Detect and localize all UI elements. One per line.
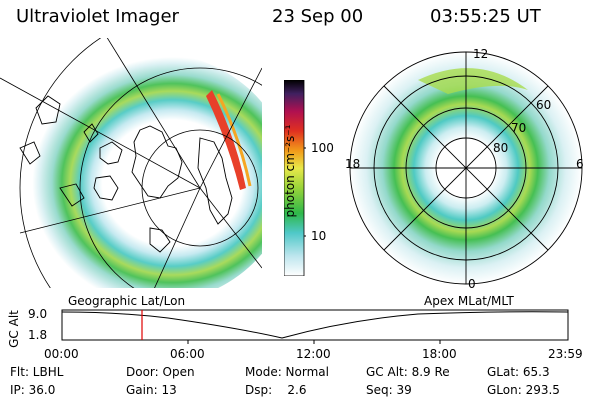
polar-mlat-mlt-plot	[349, 51, 583, 285]
time-label: 03:55:25 UT	[430, 6, 541, 27]
geographic-latlon-label: Geographic Lat/Lon	[68, 294, 186, 308]
dayglow-edge	[206, 90, 246, 190]
colorbar-tick-10: 10	[311, 229, 327, 243]
colorbar-unit-label: photon cm⁻²s⁻¹	[283, 124, 297, 218]
seq-status: Seq: 39	[366, 383, 412, 397]
time-tick-0000: 00:00	[44, 347, 79, 361]
colorbar-tick-100: 100	[311, 141, 334, 155]
mlt-label-12: 12	[473, 47, 489, 61]
time-tick-1800: 18:00	[422, 347, 457, 361]
door-status: Door: Open	[126, 365, 195, 379]
ip-status: IP: 36.0	[10, 383, 56, 397]
intensity-colorbar	[284, 80, 306, 276]
filter-status: Flt: LBHL	[10, 365, 64, 379]
mlat-label-60: 60	[536, 98, 552, 112]
apex-mlat-mlt-label: Apex MLat/MLT	[424, 294, 514, 308]
auroral-oval	[10, 52, 262, 288]
date-label: 23 Sep 00	[272, 6, 364, 27]
gc-alt-tick-max: 9.0	[28, 307, 48, 321]
instrument-title: Ultraviolet Imager	[16, 6, 179, 27]
gc-alt-axis-label: GC Alt	[7, 310, 21, 348]
timeline-frame	[61, 309, 569, 341]
geographic-auroral-image	[0, 38, 262, 288]
time-tick-1200: 12:00	[296, 347, 331, 361]
mlat-label-80: 80	[493, 141, 509, 155]
geographic-grid	[0, 38, 262, 288]
gain-status: Gain: 13	[126, 383, 177, 397]
coastlines	[19, 95, 233, 253]
gc-alt-tick-min: 1.8	[28, 328, 48, 342]
dsp-status: Dsp: 2.6	[245, 383, 307, 397]
glon-status: GLon: 293.5	[487, 383, 560, 397]
mlt-label-18: 18	[345, 157, 361, 171]
polar-grid	[349, 51, 583, 285]
gc-alt-status: GC Alt: 8.9 Re	[366, 365, 450, 379]
mlat-label-70: 70	[511, 121, 527, 135]
time-tick-2359: 23:59	[548, 347, 583, 361]
mode-status: Mode: Normal	[245, 365, 329, 379]
mlt-label-6: 6	[576, 157, 584, 171]
orbit-altitude-timeline	[61, 309, 569, 344]
glat-status: GLat: 65.3	[487, 365, 550, 379]
mlt-label-0: 0	[468, 277, 476, 291]
time-tick-0600: 06:00	[170, 347, 205, 361]
